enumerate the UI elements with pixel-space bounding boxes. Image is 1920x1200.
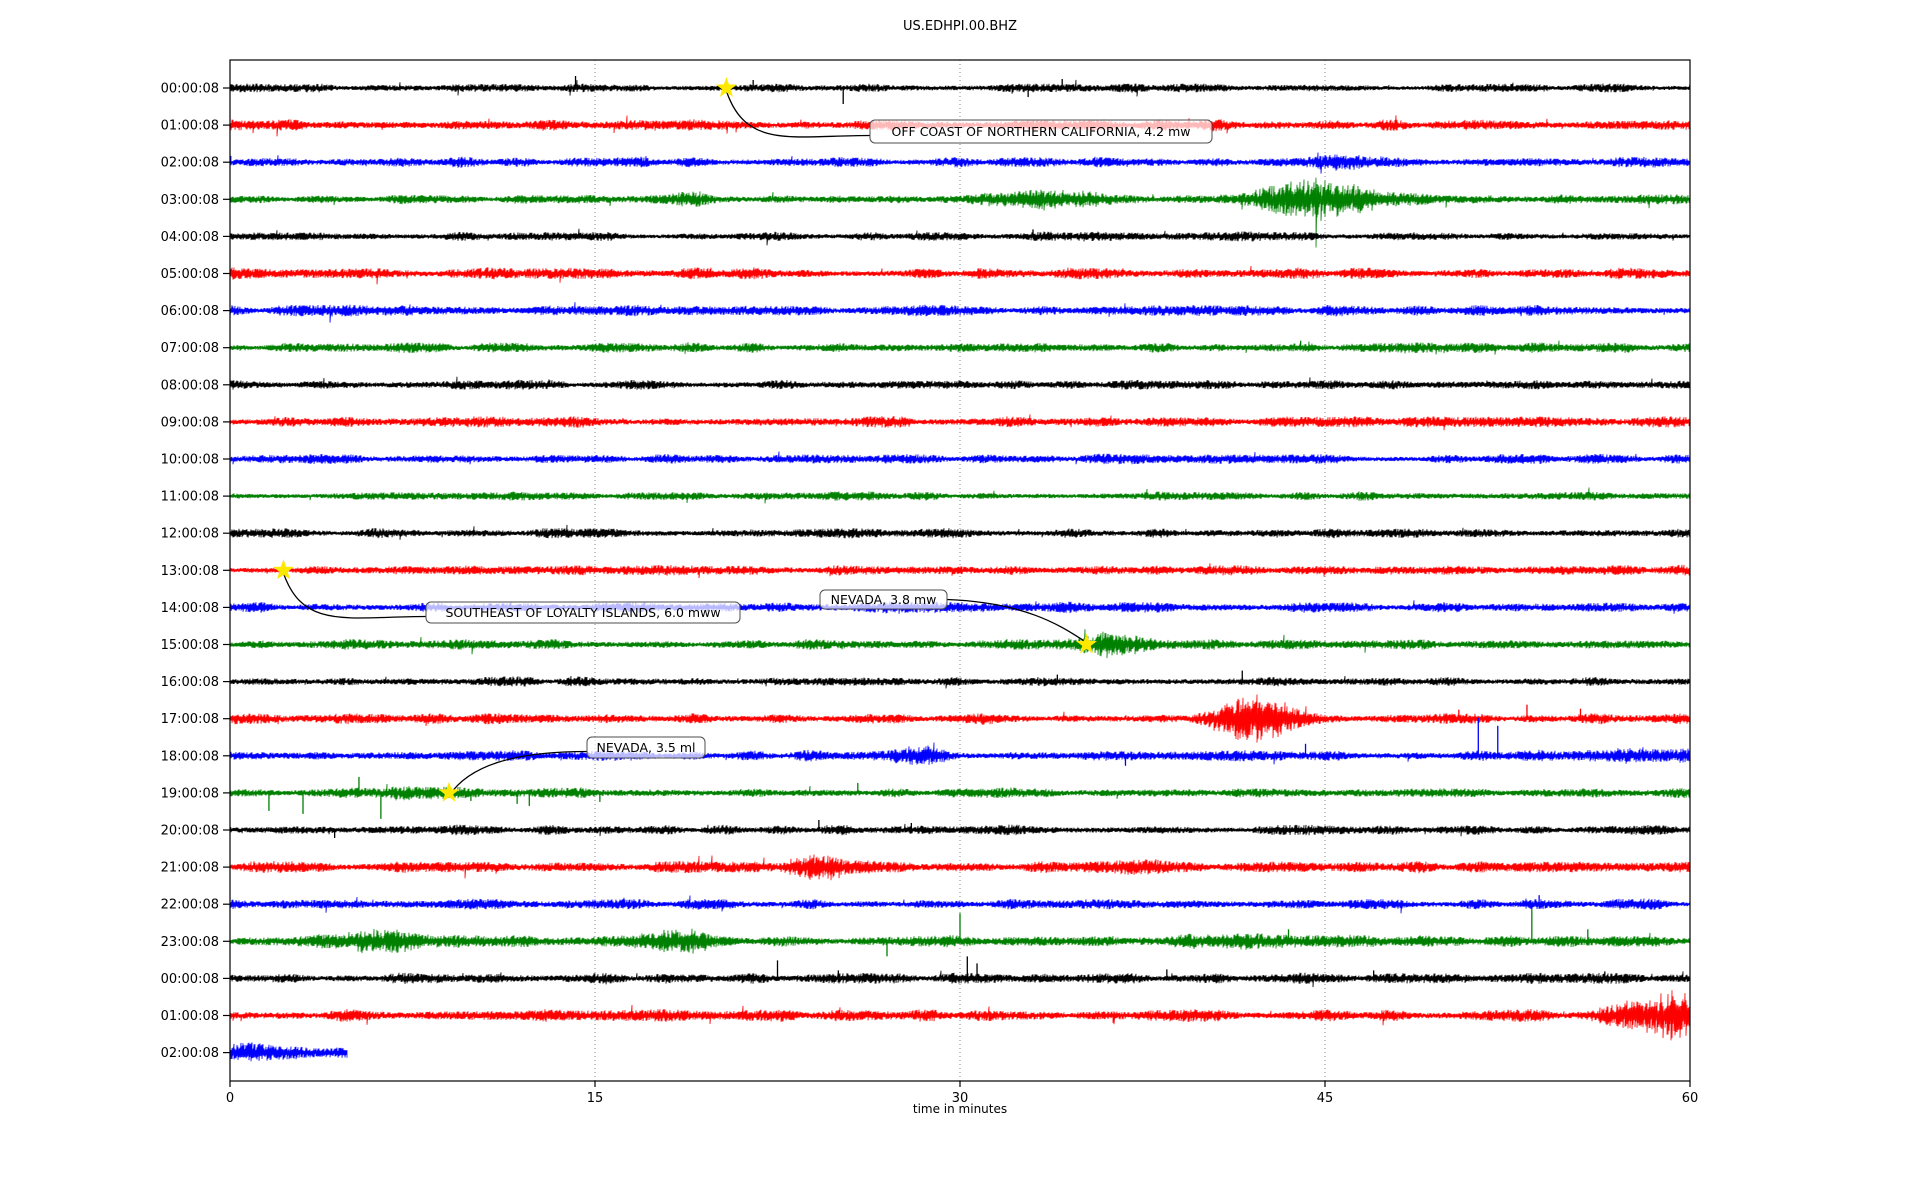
seismo-trace <box>230 990 1690 1041</box>
seismo-traces <box>230 76 1690 1062</box>
seismo-trace <box>230 694 1690 743</box>
x-tick-label: 60 <box>1682 1091 1699 1106</box>
event-star-icon <box>715 77 737 97</box>
y-tick-label: 01:00:08 <box>161 1009 219 1024</box>
y-tick-label: 01:00:08 <box>161 119 219 134</box>
y-tick-label: 13:00:08 <box>161 564 219 579</box>
y-tick-label: 11:00:08 <box>161 490 219 505</box>
y-tick-label: 12:00:08 <box>161 527 219 542</box>
x-tick-label: 15 <box>587 1091 604 1106</box>
seismo-trace <box>230 675 1690 689</box>
seismo-trace <box>230 487 1690 504</box>
y-tick-label: 15:00:08 <box>161 638 219 653</box>
seismo-trace <box>230 177 1690 248</box>
y-tick-label: 05:00:08 <box>161 267 219 282</box>
seismo-trace <box>230 414 1690 431</box>
seismo-trace <box>230 1042 348 1062</box>
event-label: SOUTHEAST OF LOYALTY ISLANDS, 6.0 mww <box>445 605 720 620</box>
seismo-trace <box>230 629 1690 659</box>
event-callout: OFF COAST OF NORTHERN CALIFORNIA, 4.2 mw <box>715 77 1213 144</box>
y-tick-label: 00:00:08 <box>161 82 219 97</box>
seismo-trace <box>230 340 1690 355</box>
seismo-trace <box>230 152 1690 174</box>
seismo-trace <box>230 451 1690 465</box>
y-tick-label: 09:00:08 <box>161 415 219 430</box>
seismo-trace <box>230 79 1690 97</box>
y-tick-label: 19:00:08 <box>161 786 219 801</box>
seismo-trace <box>230 265 1690 285</box>
y-tick-label: 00:00:08 <box>161 972 219 987</box>
event-connector <box>946 598 1084 642</box>
y-tick-label: 21:00:08 <box>161 861 219 876</box>
event-label: NEVADA, 3.5 ml <box>597 740 696 755</box>
event-label-box <box>819 589 948 610</box>
x-tick-label: 30 <box>952 1091 969 1106</box>
y-tick-label: 06:00:08 <box>161 304 219 319</box>
event-callout: NEVADA, 3.8 mw <box>819 589 1097 654</box>
x-axis: 0 15 30 45 60 <box>226 1081 1698 1106</box>
event-star-icon <box>273 559 294 580</box>
y-tick-label: 03:00:08 <box>161 193 219 208</box>
y-tick-label: 14:00:08 <box>161 601 219 616</box>
seismo-trace <box>230 854 1690 881</box>
seismo-trace <box>230 228 1690 246</box>
y-tick-label: 20:00:08 <box>161 824 219 839</box>
y-tick-label: 18:00:08 <box>161 749 219 764</box>
y-tick-label: 17:00:08 <box>161 712 219 727</box>
event-label: OFF COAST OF NORTHERN CALIFORNIA, 4.2 mw <box>892 124 1191 139</box>
event-connector <box>282 573 427 619</box>
event-label-box <box>425 601 741 624</box>
event-callout: SOUTHEAST OF LOYALTY ISLANDS, 6.0 mww <box>273 559 741 624</box>
event-label-box <box>869 119 1213 144</box>
event-annotations: OFF COAST OF NORTHERN CALIFORNIA, 4.2 mw… <box>273 77 1213 802</box>
plot-title: US.EDHPI.00.BHZ <box>903 19 1017 34</box>
seismo-trace <box>230 970 1690 988</box>
event-star-icon <box>1076 633 1097 654</box>
y-tick-label: 23:00:08 <box>161 935 219 950</box>
seismo-trace <box>230 742 1690 765</box>
x-tick-label: 45 <box>1317 1091 1334 1106</box>
y-tick-label: 02:00:08 <box>161 156 219 171</box>
x-tick-label: 0 <box>226 1091 234 1106</box>
y-tick-label: 07:00:08 <box>161 341 219 356</box>
event-connector <box>725 90 871 138</box>
y-tick-label: 08:00:08 <box>161 378 219 393</box>
seismo-trace <box>230 302 1690 323</box>
event-label: NEVADA, 3.8 mw <box>831 592 937 607</box>
y-tick-label: 10:00:08 <box>161 453 219 468</box>
seismo-trace <box>230 376 1690 390</box>
seismo-trace <box>230 783 1690 801</box>
y-axis: 00:00:08 01:00:08 02:00:08 03:00:08 04:00:08… <box>161 82 230 1061</box>
seismo-trace <box>230 895 1690 914</box>
event-callout: NEVADA, 3.5 ml <box>438 736 706 802</box>
plot-frame <box>229 59 1691 1082</box>
y-tick-label: 04:00:08 <box>161 230 219 245</box>
seismo-trace <box>230 524 1690 540</box>
y-tick-label: 02:00:08 <box>161 1046 219 1061</box>
seismo-trace <box>230 823 1690 837</box>
y-tick-label: 22:00:08 <box>161 898 219 913</box>
event-label-box <box>586 736 706 759</box>
x-axis-label: time in minutes <box>913 1102 1007 1116</box>
event-star-icon <box>438 781 460 802</box>
event-connector <box>448 750 588 797</box>
seismo-trace <box>230 563 1690 579</box>
y-tick-label: 16:00:08 <box>161 675 219 690</box>
